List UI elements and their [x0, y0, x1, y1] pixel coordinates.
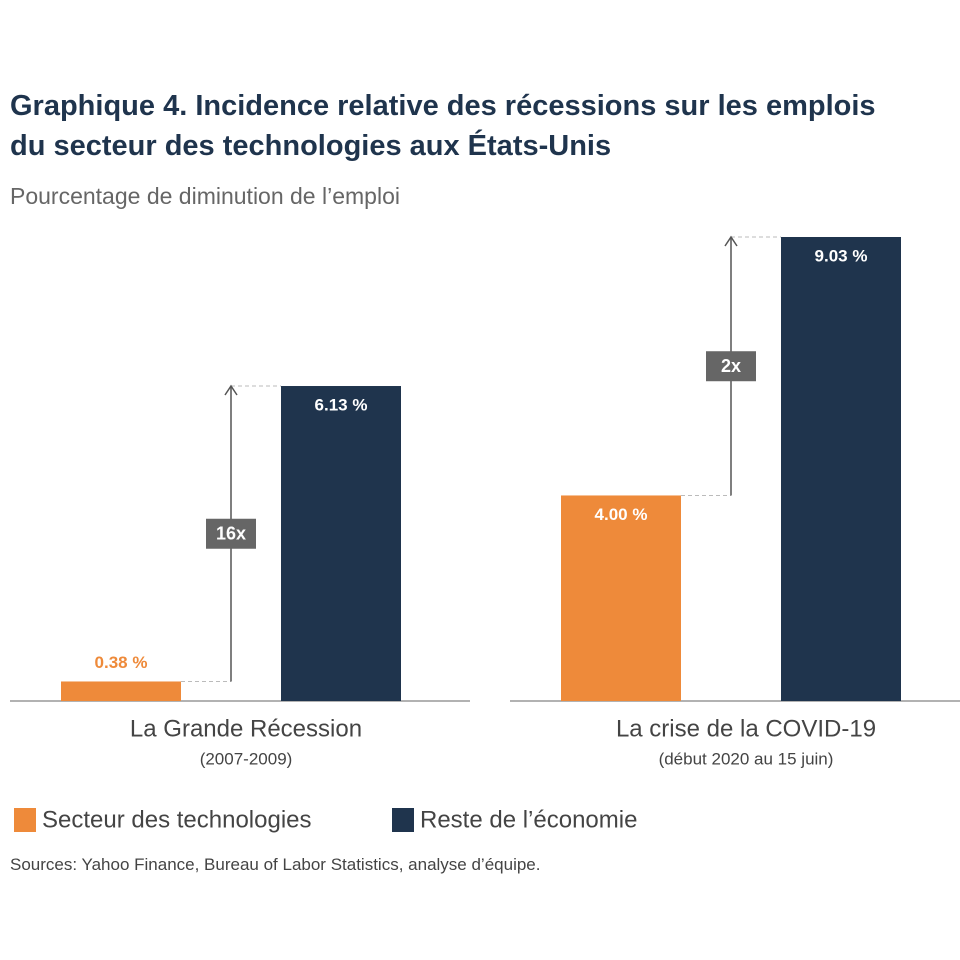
bar — [781, 237, 901, 701]
x-tick-note: (début 2020 au 15 juin) — [659, 749, 834, 768]
annotation: 2x — [721, 356, 741, 376]
x-tick-note: (2007-2009) — [200, 749, 293, 768]
legend-swatch — [14, 808, 36, 832]
value-label: 0.38 % — [95, 653, 148, 672]
x-tick-label: La Grande Récession — [130, 715, 362, 742]
arrow-head — [724, 235, 738, 247]
value-label: 9.03 % — [815, 246, 868, 265]
legend-label: Reste de l’économie — [420, 806, 637, 833]
x-tick-label: La crise de la COVID-19 — [616, 715, 876, 742]
annotation: 16x — [216, 523, 246, 543]
chart-title: Graphique 4. Incidence relative des réce… — [10, 90, 876, 162]
arrow-head — [224, 384, 238, 396]
bar — [61, 681, 181, 701]
value-label: 6.13 % — [315, 395, 368, 414]
legend-label: Secteur des technologies — [42, 806, 312, 833]
source-note: Sources: Yahoo Finance, Bureau of Labor … — [10, 855, 541, 874]
chart-subtitle: Pourcentage de diminution de l’emploi — [10, 183, 400, 209]
value-label: 4.00 % — [595, 505, 648, 524]
annotation-box — [706, 351, 756, 382]
bar — [561, 495, 681, 701]
annotation-box — [206, 518, 256, 549]
legend-swatch — [392, 808, 414, 832]
bar — [281, 386, 401, 701]
